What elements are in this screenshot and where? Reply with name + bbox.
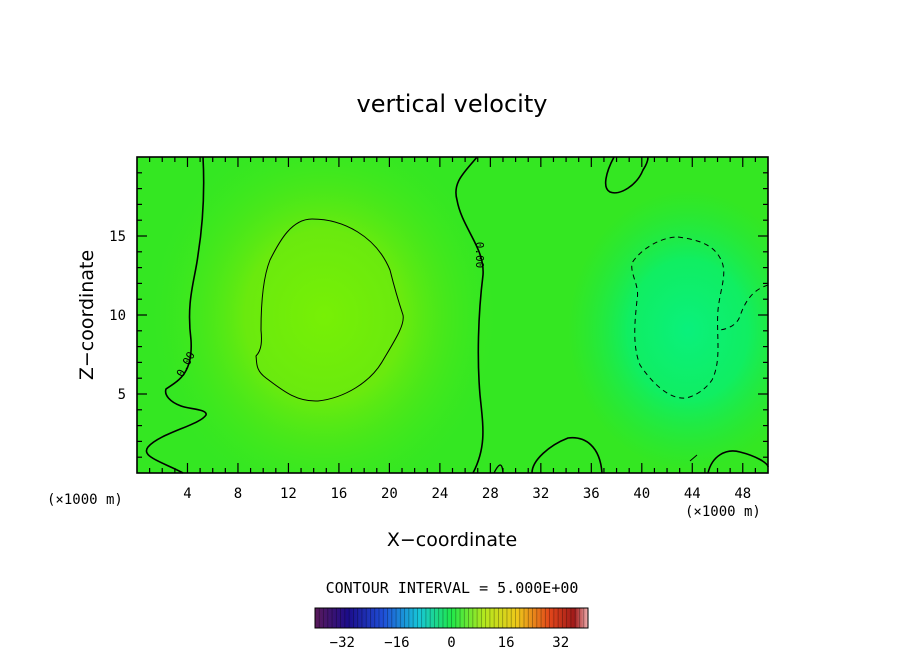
- negative-contour-small: [689, 454, 698, 462]
- zero-contour-left: [145, 156, 207, 474]
- colorbar-tick-label: 32: [552, 635, 569, 651]
- negative-contour-edge: [717, 284, 769, 331]
- zero-contour-bottom-right: [707, 450, 769, 474]
- contour-interval-text: CONTOUR INTERVAL = 5.000E+00: [326, 579, 579, 597]
- x-tick-label: 12: [280, 486, 297, 502]
- y-axis-ticks: 5 10 15: [109, 172, 768, 458]
- y-axis-label: Z−coordinate: [76, 250, 98, 380]
- x-tick-label: 44: [684, 486, 701, 502]
- colorbar: −32 −16 0 16 32: [314, 607, 589, 651]
- x-tick-label: 40: [633, 486, 650, 502]
- x-tick-label: 20: [381, 486, 398, 502]
- zero-contour-bottom-mid: [531, 437, 603, 474]
- updraft-core: [149, 157, 499, 473]
- x-tick-label: 28: [482, 486, 499, 502]
- colorbar-stripes: [318, 608, 585, 628]
- colorbar-tick-label: 16: [498, 635, 515, 651]
- velocity-field: [137, 157, 768, 473]
- x-tick-label: 8: [234, 486, 242, 502]
- x-tick-label: 16: [330, 486, 347, 502]
- colorbar-tick-label: 0: [447, 635, 455, 651]
- y-tick-label: 10: [109, 308, 126, 324]
- positive-contour-updraft: [255, 218, 404, 402]
- negative-contour-downdraft: [631, 236, 725, 399]
- zero-contour-mid: [455, 156, 484, 474]
- colorbar-ticks: −32 −16 0 16 32: [330, 635, 569, 651]
- y-tick-label: 15: [109, 229, 126, 245]
- contour-label-mid: 0.00: [473, 242, 486, 269]
- contour-lines: [145, 156, 769, 474]
- x-axis-ticks: 4 8 12 16 20 24 28 32 36 40 44 48: [149, 157, 756, 502]
- colorbar-tick-label: −16: [384, 635, 409, 651]
- chart-title: vertical velocity: [357, 90, 548, 118]
- y-unit-label: (×1000 m): [47, 492, 123, 508]
- x-tick-label: 24: [431, 486, 448, 502]
- x-tick-label: 36: [583, 486, 600, 502]
- zero-contour-top-right: [604, 156, 649, 194]
- colorbar-fill: [314, 607, 589, 629]
- x-tick-label: 32: [532, 486, 549, 502]
- y-tick-label: 5: [118, 387, 126, 403]
- x-tick-label: 4: [183, 486, 191, 502]
- downdraft-core: [568, 190, 768, 470]
- x-axis-label: X−coordinate: [387, 529, 517, 551]
- x-unit-label: (×1000 m): [685, 504, 761, 520]
- x-tick-label: 48: [734, 486, 751, 502]
- colorbar-tick-label: −32: [330, 635, 355, 651]
